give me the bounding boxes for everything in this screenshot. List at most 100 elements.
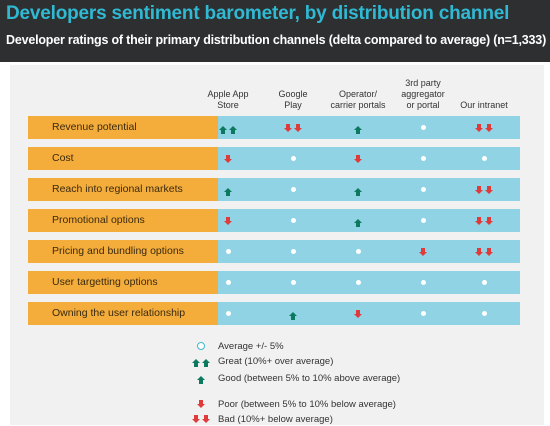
arrow-down-icon: [354, 309, 362, 318]
rating-cell-great: [213, 116, 243, 139]
legend-item-great: Great (10%+ over average): [188, 354, 333, 368]
arrow-up-icon: [219, 125, 227, 134]
average-dot-icon: [225, 280, 231, 285]
chart-title: Developers sentiment barometer, by distr…: [6, 3, 510, 24]
average-dot-icon: [481, 311, 487, 316]
column-header: Apple App Store: [188, 89, 268, 111]
arrow-down-icon: [485, 123, 493, 132]
arrow-down-icon: [202, 415, 210, 423]
arrow-down-icon: [284, 123, 292, 132]
arrow-down-icon: [475, 123, 483, 132]
legend-text: Good (between 5% to 10% above average): [218, 372, 401, 384]
arrow-down-icon: [224, 216, 232, 225]
row-label-band: [28, 116, 218, 139]
legend-item-poor: Poor (between 5% to 10% below average): [188, 397, 396, 411]
arrow-down-icon: [485, 216, 493, 225]
legend-symbol: [188, 400, 214, 408]
column-header-line: aggregator: [401, 89, 445, 99]
average-ring-icon: [197, 342, 205, 350]
rating-cell-average: [278, 271, 308, 294]
rating-cell-average: [213, 302, 243, 325]
arrow-up-icon: [197, 376, 205, 384]
rating-cell-bad: [278, 116, 308, 139]
average-dot-icon: [420, 125, 426, 130]
arrow-up-icon: [202, 359, 210, 367]
legend-text: Great (10%+ over average): [218, 355, 334, 367]
average-dot-icon: [355, 280, 361, 285]
legend-text: Average +/- 5%: [218, 340, 284, 352]
average-dot-icon: [290, 249, 296, 254]
arrow-up-icon: [354, 187, 362, 196]
arrow-up-icon: [354, 125, 362, 134]
row-cells-band: [218, 209, 520, 232]
row-label-band: [28, 178, 218, 201]
column-header-line: Play: [284, 100, 302, 110]
legend-symbol: [188, 342, 214, 350]
column-header-line: carrier portals: [330, 100, 386, 110]
arrow-up-icon: [289, 311, 297, 320]
rating-cell-bad: [469, 116, 499, 139]
rating-cell-average: [213, 271, 243, 294]
row-cells-band: [218, 271, 520, 294]
legend-text: Bad (10%+ below average): [218, 413, 333, 425]
row-label: Reach into regional markets: [52, 183, 183, 195]
legend-item-average: Average +/- 5%: [188, 339, 284, 353]
arrow-down-icon: [485, 185, 493, 194]
rating-cell-average: [278, 240, 308, 263]
rating-cell-good: [213, 178, 243, 201]
rating-cell-average: [343, 271, 373, 294]
rating-cell-bad: [469, 178, 499, 201]
header-banner: Developers sentiment barometer, by distr…: [0, 0, 550, 62]
rating-cell-average: [408, 302, 438, 325]
average-dot-icon: [481, 280, 487, 285]
row-label-band: [28, 209, 218, 232]
column-header: Our intranet: [444, 100, 524, 111]
legend-text: Poor (between 5% to 10% below average): [218, 398, 396, 410]
arrow-down-icon: [197, 400, 205, 408]
rating-cell-average: [408, 147, 438, 170]
rating-cell-poor: [213, 147, 243, 170]
column-header-line: Apple App: [207, 89, 249, 99]
arrow-up-icon: [354, 218, 362, 227]
average-dot-icon: [420, 311, 426, 316]
row-label-band: [28, 240, 218, 263]
arrow-up-icon: [229, 125, 237, 134]
arrow-down-icon: [485, 247, 493, 256]
average-dot-icon: [355, 249, 361, 254]
rating-cell-average: [213, 240, 243, 263]
rating-cell-bad: [469, 240, 499, 263]
rating-cell-average: [278, 178, 308, 201]
column-header-line: Google: [278, 89, 308, 99]
arrow-up-icon: [192, 359, 200, 367]
row-label-band: [28, 271, 218, 294]
rating-cell-average: [469, 147, 499, 170]
rating-cell-average: [278, 147, 308, 170]
column-header: Google Play: [253, 89, 333, 111]
rating-cell-average: [343, 240, 373, 263]
legend-symbol: [188, 359, 214, 367]
average-dot-icon: [420, 280, 426, 285]
arrow-down-icon: [192, 415, 200, 423]
rating-cell-poor: [408, 240, 438, 263]
rating-cell-bad: [469, 209, 499, 232]
average-dot-icon: [420, 156, 426, 161]
rating-cell-average: [408, 271, 438, 294]
rating-cell-poor: [213, 209, 243, 232]
rating-cell-average: [408, 178, 438, 201]
column-header-line: Our intranet: [460, 100, 508, 110]
rating-cell-poor: [343, 302, 373, 325]
legend-symbol: [188, 376, 214, 384]
arrow-down-icon: [354, 154, 362, 163]
rating-cell-good: [343, 116, 373, 139]
row-cells-band: [218, 116, 520, 139]
arrow-down-icon: [475, 216, 483, 225]
rating-cell-good: [343, 178, 373, 201]
row-label: Promotional options: [52, 214, 145, 226]
column-header-line: Store: [217, 100, 239, 110]
column-header-line: or portal: [406, 100, 440, 110]
row-label: Revenue potential: [52, 121, 137, 133]
row-label-band: [28, 147, 218, 170]
rating-cell-average: [469, 302, 499, 325]
average-dot-icon: [420, 218, 426, 223]
row-cells-band: [218, 240, 520, 263]
